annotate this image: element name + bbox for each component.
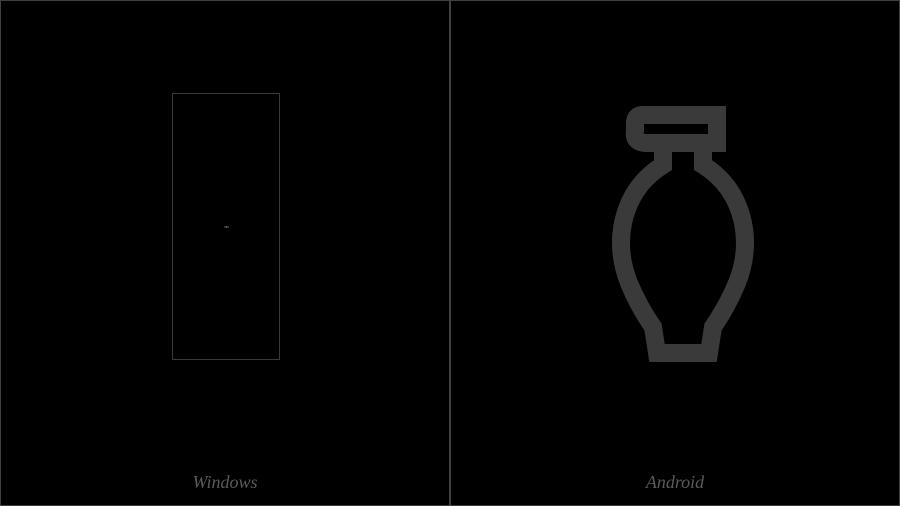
windows-content: ▫▫ [1,1,449,505]
android-label: Android [646,472,704,493]
android-panel: Android [450,0,900,506]
windows-label: Windows [192,472,257,493]
jug-path [621,115,745,353]
windows-panel: ▫▫ Windows [0,0,450,506]
hieroglyph-jug-icon [585,103,785,373]
tiny-glyph: ▫▫ [224,222,228,231]
android-content [451,1,899,505]
windows-placeholder-box: ▫▫ [172,93,280,360]
